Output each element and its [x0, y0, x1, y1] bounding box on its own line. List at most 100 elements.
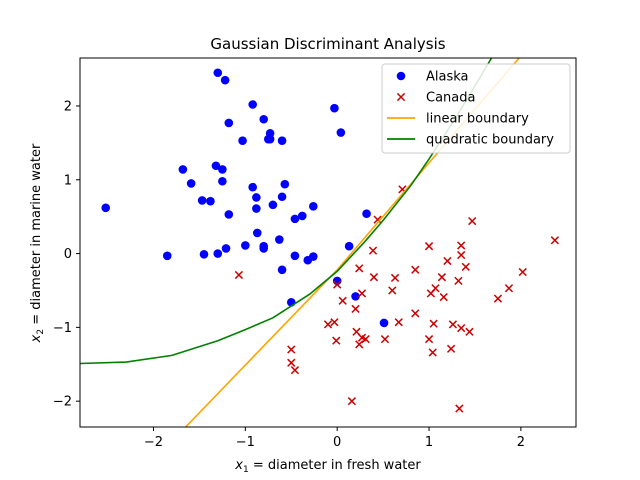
x-tick-label: −1	[236, 435, 255, 450]
canada-point	[518, 267, 527, 277]
alaska-point	[221, 244, 231, 253]
canada-point	[443, 256, 452, 266]
canada-point	[351, 304, 360, 314]
alaska-point	[248, 100, 257, 109]
alaska-point	[351, 292, 360, 301]
canada-point	[234, 270, 244, 280]
alaska-point	[218, 165, 227, 174]
canada-point	[468, 216, 477, 226]
canada-point	[390, 273, 400, 283]
canada-point	[287, 358, 296, 367]
alaska-point	[275, 235, 284, 244]
x-axis: −2 −1 0 1 2	[144, 427, 525, 450]
canada-point	[429, 319, 438, 328]
alaska-point	[252, 228, 262, 238]
canada-point	[411, 265, 420, 274]
canada-point	[333, 280, 342, 289]
canada-point	[457, 250, 466, 260]
alaska-point	[213, 68, 223, 78]
alaska-point	[186, 179, 196, 188]
alaska-point	[280, 179, 290, 189]
legend: Alaska Canada linear boundary quadratic bou…	[381, 63, 571, 154]
alaska-point	[297, 211, 307, 221]
alaska-point	[224, 210, 234, 219]
canada-point	[332, 336, 341, 345]
alaska-point	[178, 165, 188, 174]
alaska-point	[248, 182, 257, 192]
canada-point	[323, 320, 333, 329]
canada-point	[388, 286, 397, 295]
y-axis: −2 −1 0 1 2	[53, 99, 80, 410]
legend-linear-boundary-label: linear boundary	[426, 112, 529, 127]
canada-point	[355, 340, 364, 349]
alaska-point	[330, 103, 339, 113]
canada-point	[369, 273, 379, 282]
canada-point	[424, 242, 434, 251]
y-tick-label: 0	[64, 247, 72, 262]
y-axis-label: x2 = diameter in marine water	[29, 143, 46, 343]
y-tick-label: −1	[53, 321, 72, 336]
alaska-point	[197, 196, 207, 205]
alaska-point	[309, 202, 318, 211]
alaska-point	[309, 252, 318, 261]
alaska-point	[290, 251, 300, 261]
legend-quadratic-boundary-label: quadratic boundary	[426, 133, 554, 148]
legend-box	[381, 63, 571, 154]
canada-point	[361, 335, 370, 344]
canada-point	[355, 264, 364, 273]
canada-point	[455, 404, 464, 413]
canada-point	[330, 318, 339, 327]
canada-point	[373, 215, 382, 224]
canada-point	[368, 246, 378, 255]
x-tick-label: 0	[333, 435, 341, 450]
legend-alaska-label: Alaska	[426, 70, 469, 85]
legend-canada-label: Canada	[426, 91, 475, 106]
y-tick-label: 1	[64, 173, 72, 188]
plot-area	[80, 58, 560, 427]
alaska-point	[265, 134, 275, 144]
alaska-point	[218, 176, 227, 186]
alaska-point	[362, 209, 371, 219]
canada-point	[461, 262, 470, 271]
alaska-point	[101, 203, 111, 213]
canada-point	[439, 292, 448, 302]
alaska-point	[265, 128, 275, 138]
canada-point	[465, 327, 474, 336]
alaska-point	[344, 241, 354, 251]
legend-alaska-swatch	[396, 71, 406, 81]
alaska-point	[259, 114, 269, 124]
canada-point	[357, 289, 367, 298]
x-axis-label: x1 = diameter in fresh water	[234, 458, 421, 475]
canada-point	[448, 320, 458, 329]
canada-point	[457, 323, 466, 333]
alaska-point	[213, 249, 223, 258]
alaska-point	[199, 250, 209, 259]
canada-point	[394, 318, 403, 327]
plot-frame	[79, 57, 577, 428]
x-tick-label: 2	[517, 435, 525, 450]
alaska-point	[336, 128, 346, 137]
alaska-point	[379, 318, 389, 328]
alaska-point	[162, 251, 172, 261]
alaska-point	[224, 118, 234, 128]
canada-point	[446, 344, 456, 353]
alaska-point	[268, 200, 278, 210]
canada-point	[290, 366, 300, 375]
canada-point	[287, 345, 296, 354]
canada-point	[411, 309, 420, 318]
legend-canada-swatch	[396, 92, 406, 102]
alaska-point	[206, 196, 215, 206]
canada-point	[550, 236, 560, 245]
canada-point	[347, 397, 357, 406]
canada-point	[457, 241, 466, 250]
canada-point	[338, 296, 347, 305]
alaska-point	[220, 75, 230, 85]
y-tick-label: −2	[53, 395, 72, 410]
alaska-point	[211, 161, 221, 171]
alaska-point	[252, 204, 261, 213]
y-tick-label: 2	[64, 99, 72, 114]
alaska-point	[290, 214, 300, 224]
alaska-point	[277, 265, 287, 275]
canada-point	[454, 276, 463, 286]
canada-point	[431, 284, 440, 293]
